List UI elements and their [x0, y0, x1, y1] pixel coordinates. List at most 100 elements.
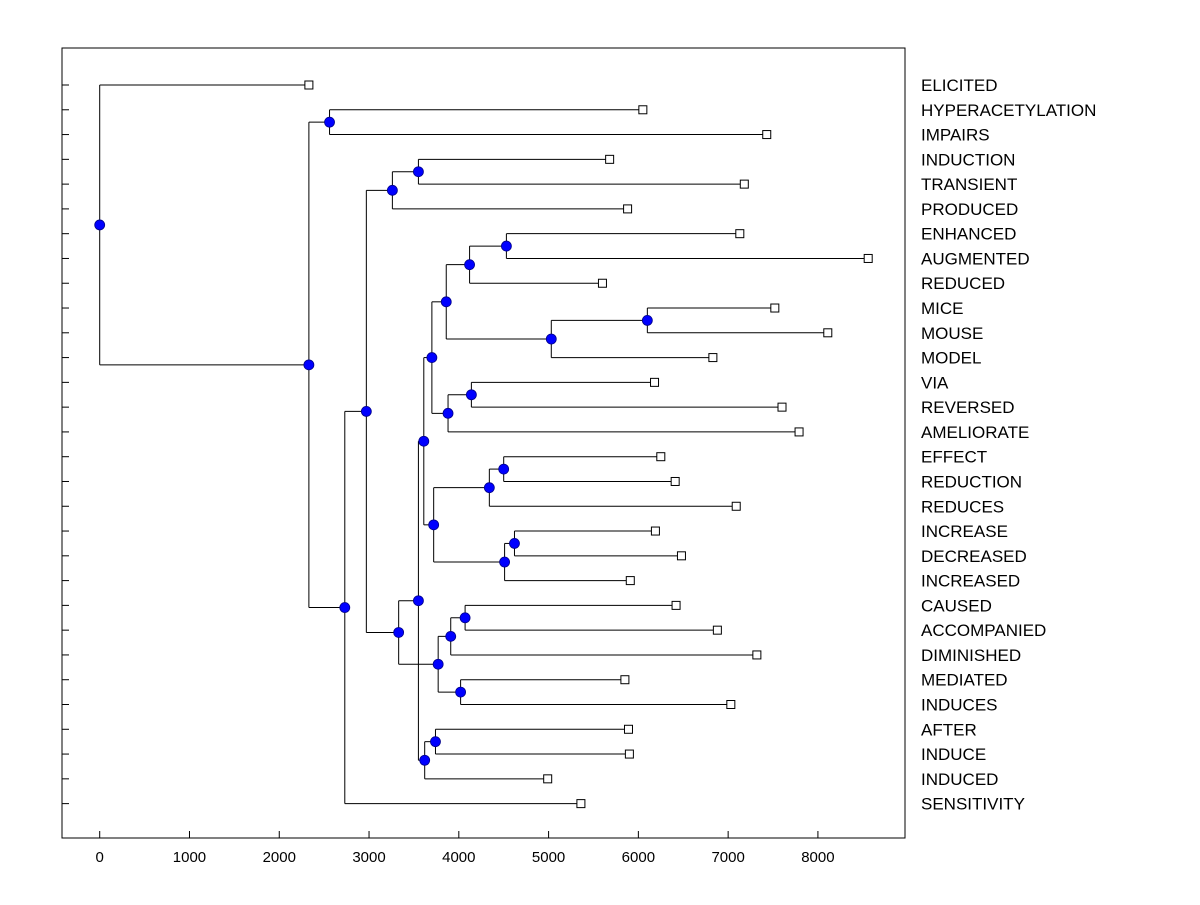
leaf-label: MOUSE — [921, 324, 983, 343]
leaf-marker — [304, 80, 314, 90]
merge-node — [545, 333, 557, 345]
leaf-marker — [708, 353, 718, 363]
merge-node — [430, 736, 441, 748]
leaf-label: MEDIATED — [921, 671, 1008, 690]
leaf-marker — [623, 724, 633, 734]
leaf-label: REVERSED — [921, 398, 1015, 417]
leaf-label: IMPAIRS — [921, 126, 990, 145]
leaf-marker — [650, 526, 660, 536]
merge-node — [386, 184, 398, 196]
leaf-marker — [770, 303, 780, 313]
leaf-marker — [671, 600, 681, 610]
leaf-marker — [777, 402, 787, 412]
leaf-marker — [576, 799, 586, 809]
dendrogram-links — [99, 84, 869, 805]
merge-node — [432, 658, 444, 670]
leaf-label: ELICITED — [921, 76, 998, 95]
leaf-marker — [739, 179, 749, 189]
leaf-label: VIA — [921, 373, 949, 392]
leaf-label: REDUCES — [921, 497, 1004, 516]
merge-node — [641, 315, 653, 326]
leaf-label: ENHANCED — [921, 225, 1016, 244]
merge-node — [464, 259, 475, 271]
merge-node — [303, 359, 315, 371]
leaf-marker — [650, 377, 660, 387]
merge-node — [499, 556, 510, 568]
leaf-label: REDUCED — [921, 274, 1005, 293]
merge-node — [500, 240, 512, 252]
leaf-label: AMELIORATE — [921, 423, 1029, 442]
leaf-marker — [597, 278, 607, 288]
leaf-label: INDUCED — [921, 770, 998, 789]
leaf-marker — [670, 476, 680, 486]
leaf-marker — [762, 130, 772, 140]
x-tick-label: 5000 — [532, 849, 565, 866]
leaf-marker — [752, 650, 762, 660]
leaf-label: CAUSED — [921, 596, 992, 615]
leaf-marker — [726, 700, 736, 709]
merge-node — [393, 627, 405, 638]
leaf-marker — [638, 105, 648, 115]
merge-node — [483, 482, 495, 494]
merge-node — [445, 630, 457, 642]
leaf-marker — [625, 576, 635, 586]
merge-node — [465, 389, 477, 401]
merge-node — [418, 435, 430, 447]
x-tick-label: 6000 — [622, 849, 655, 866]
leaf-label: INDUCTION — [921, 150, 1015, 169]
leaf-marker — [794, 427, 804, 437]
leaf-marker — [676, 551, 686, 561]
leaf-label: TRANSIENT — [921, 175, 1017, 194]
leaf-label: INCREASE — [921, 522, 1008, 541]
leaf-markers — [304, 80, 873, 809]
x-tick-label: 3000 — [352, 849, 385, 866]
leaf-marker — [605, 154, 615, 164]
merge-node — [455, 686, 467, 698]
merge-node — [459, 612, 471, 624]
leaf-labels: ELICITED HYPERACETYLATION IMPAIRS INDUCTION… — [921, 76, 1096, 814]
leaf-label: EFFECT — [921, 448, 987, 467]
axis-ticks: 0 1000 2000 3000 4000 5000 6000 7000 8000 — [62, 84, 835, 866]
leaf-marker — [712, 625, 722, 635]
x-tick-label: 8000 — [801, 849, 834, 866]
merge-node — [360, 405, 372, 417]
merge-node — [339, 602, 351, 613]
leaf-label: MICE — [921, 299, 964, 318]
leaf-label: PRODUCED — [921, 200, 1018, 219]
leaf-label: HYPERACETYLATION — [921, 101, 1096, 120]
leaf-marker — [624, 749, 634, 759]
leaf-label: AUGMENTED — [921, 249, 1030, 268]
x-tick-label: 7000 — [711, 849, 744, 866]
x-tick-label: 2000 — [263, 849, 296, 866]
leaf-marker — [656, 452, 666, 462]
leaf-marker — [731, 501, 741, 511]
merge-node — [498, 463, 510, 475]
merge-node — [442, 407, 454, 419]
leaf-marker — [620, 675, 630, 685]
leaf-label: INDUCES — [921, 696, 998, 715]
leaf-label: INDUCE — [921, 745, 986, 764]
merge-node — [324, 116, 335, 128]
leaf-label: DECREASED — [921, 547, 1027, 566]
merge-node — [509, 538, 520, 549]
leaf-marker — [735, 229, 745, 239]
leaf-marker — [823, 328, 833, 338]
merge-node-markers — [94, 116, 653, 766]
leaf-marker — [543, 774, 553, 784]
merge-node — [428, 519, 440, 531]
merge-node — [413, 595, 424, 607]
leaf-label: AFTER — [921, 720, 977, 739]
leaf-label: ACCOMPANIED — [921, 621, 1046, 640]
merge-node — [426, 352, 438, 363]
x-tick-label: 1000 — [173, 849, 206, 866]
leaf-label: REDUCTION — [921, 472, 1022, 491]
merge-node — [94, 219, 106, 231]
x-tick-label: 0 — [96, 849, 104, 866]
merge-node — [419, 754, 431, 766]
leaf-label: INCREASED — [921, 572, 1020, 591]
plot-frame — [61, 47, 906, 839]
x-tick-label: 4000 — [442, 849, 475, 866]
leaf-marker — [623, 204, 633, 214]
leaf-label: SENSITIVITY — [921, 795, 1025, 814]
